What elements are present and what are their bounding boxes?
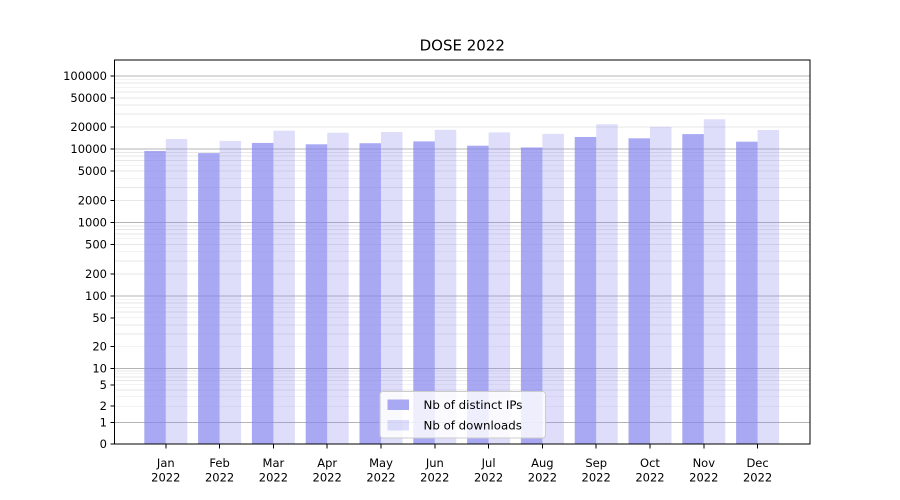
bar-nb-of-distinct-ips-nov [682,134,704,444]
bar-nb-of-distinct-ips-oct [628,138,650,444]
x-tick-label-apr: Apr 2022 [313,456,342,485]
bars [144,119,780,445]
x-tick-month: Feb [209,456,229,470]
bar-nb-of-distinct-ips-dec [736,141,758,445]
y-tick-label: 20000 [70,120,107,134]
x-tick-month: Nov [693,456,716,470]
y-tick-label: 5000 [78,164,107,178]
x-tick-month: Dec [746,456,768,470]
x-tick-year: 2022 [366,471,395,485]
bar-nb-of-distinct-ips-jan [144,150,166,444]
x-tick-label-jul: Jul 2022 [474,456,503,485]
x-tick-month: Oct [640,456,660,470]
bar-nb-of-distinct-ips-feb [198,153,220,445]
y-axis: 0 1 2 5 10 20 50 100 200 500 1000 2000 5000 10000 2000… [63,69,115,451]
x-tick-label-mar: Mar 2022 [259,456,288,485]
bar-nb-of-distinct-ips-jun [413,141,435,445]
x-tick-label-may: May 2022 [366,456,395,485]
x-tick-year: 2022 [582,471,611,485]
x-tick-month: Aug [531,456,553,470]
y-tick-label: 0 [100,437,107,451]
y-tick-label: 2000 [78,193,107,207]
x-tick-label-jan: Jan 2022 [151,456,180,485]
x-tick-year: 2022 [743,471,772,485]
bar-nb-of-distinct-ips-sep [574,136,597,444]
x-tick-year: 2022 [420,471,449,485]
x-tick-month: Jan [156,456,175,470]
y-tick-label: 20 [92,340,107,354]
x-tick-year: 2022 [259,471,288,485]
y-tick-label: 100 [85,289,107,303]
bar-nb-of-distinct-ips-apr [305,144,328,444]
x-tick-month: May [369,456,393,470]
legend-label-nb-of-distinct-ips: Nb of distinct IPs [424,398,523,412]
y-tick-label: 10 [92,362,107,376]
x-tick-month: Mar [263,456,285,470]
legend-swatch-nb-of-downloads [387,420,409,431]
y-tick-label: 10000 [70,142,107,156]
y-tick-label: 2 [100,399,107,413]
bar-nb-of-distinct-ips-aug [520,147,543,445]
bar-nb-of-distinct-ips-jul [467,145,489,444]
bar-nb-of-downloads-feb [219,140,242,444]
bar-nb-of-downloads-oct [650,126,672,444]
legend-box [379,391,546,439]
y-tick-label: 100000 [63,69,107,83]
bar-nb-of-downloads-may [381,131,403,444]
bar-nb-of-distinct-ips-mar [251,142,274,444]
x-tick-label-jun: Jun 2022 [420,456,449,485]
y-tick-label: 1000 [78,216,107,230]
bar-nb-of-downloads-sep [596,124,618,445]
y-tick-label: 5 [100,378,107,392]
x-tick-year: 2022 [635,471,664,485]
x-tick-label-oct: Oct 2022 [635,456,664,485]
y-tick-label: 50 [92,311,107,325]
plot-border [113,59,811,445]
y-tick-label: 1 [100,416,107,430]
y-tick-label: 500 [85,238,107,252]
chart-title: DOSE 2022 [420,37,505,55]
x-tick-month: Sep [585,456,607,470]
bar-nb-of-downloads-apr [327,132,349,444]
bar-nb-of-downloads-nov [703,119,726,444]
legend-label-nb-of-downloads: Nb of downloads [424,419,522,433]
bar-nb-of-downloads-aug [542,133,564,444]
x-tick-label-dec: Dec 2022 [743,456,772,485]
y-tick-label: 50000 [70,91,107,105]
x-tick-label-feb: Feb 2022 [205,456,234,485]
x-tick-year: 2022 [689,471,718,485]
x-tick-month: Apr [317,456,337,470]
y-tick-label: 200 [85,267,107,281]
x-tick-month: Jul [481,456,496,470]
bar-nb-of-downloads-dec [757,129,780,445]
legend: Nb of distinct IPs Nb of downloads [379,391,546,439]
x-tick-label-aug: Aug 2022 [528,456,557,485]
x-tick-year: 2022 [151,471,180,485]
bar-nb-of-downloads-jan [165,139,188,444]
bar-nb-of-downloads-jul [488,132,511,444]
bar-nb-of-distinct-ips-may [359,143,381,444]
bar-nb-of-downloads-jun [434,129,457,444]
x-tick-label-sep: Sep 2022 [582,456,611,485]
bar-nb-of-downloads-mar [273,130,295,444]
x-tick-year: 2022 [528,471,557,485]
x-tick-year: 2022 [313,471,342,485]
x-tick-label-nov: Nov 2022 [689,456,718,485]
x-tick-year: 2022 [474,471,503,485]
x-tick-year: 2022 [205,471,234,485]
legend-swatch-nb-of-distinct-ips [387,399,409,410]
x-tick-month: Jun [425,456,444,470]
